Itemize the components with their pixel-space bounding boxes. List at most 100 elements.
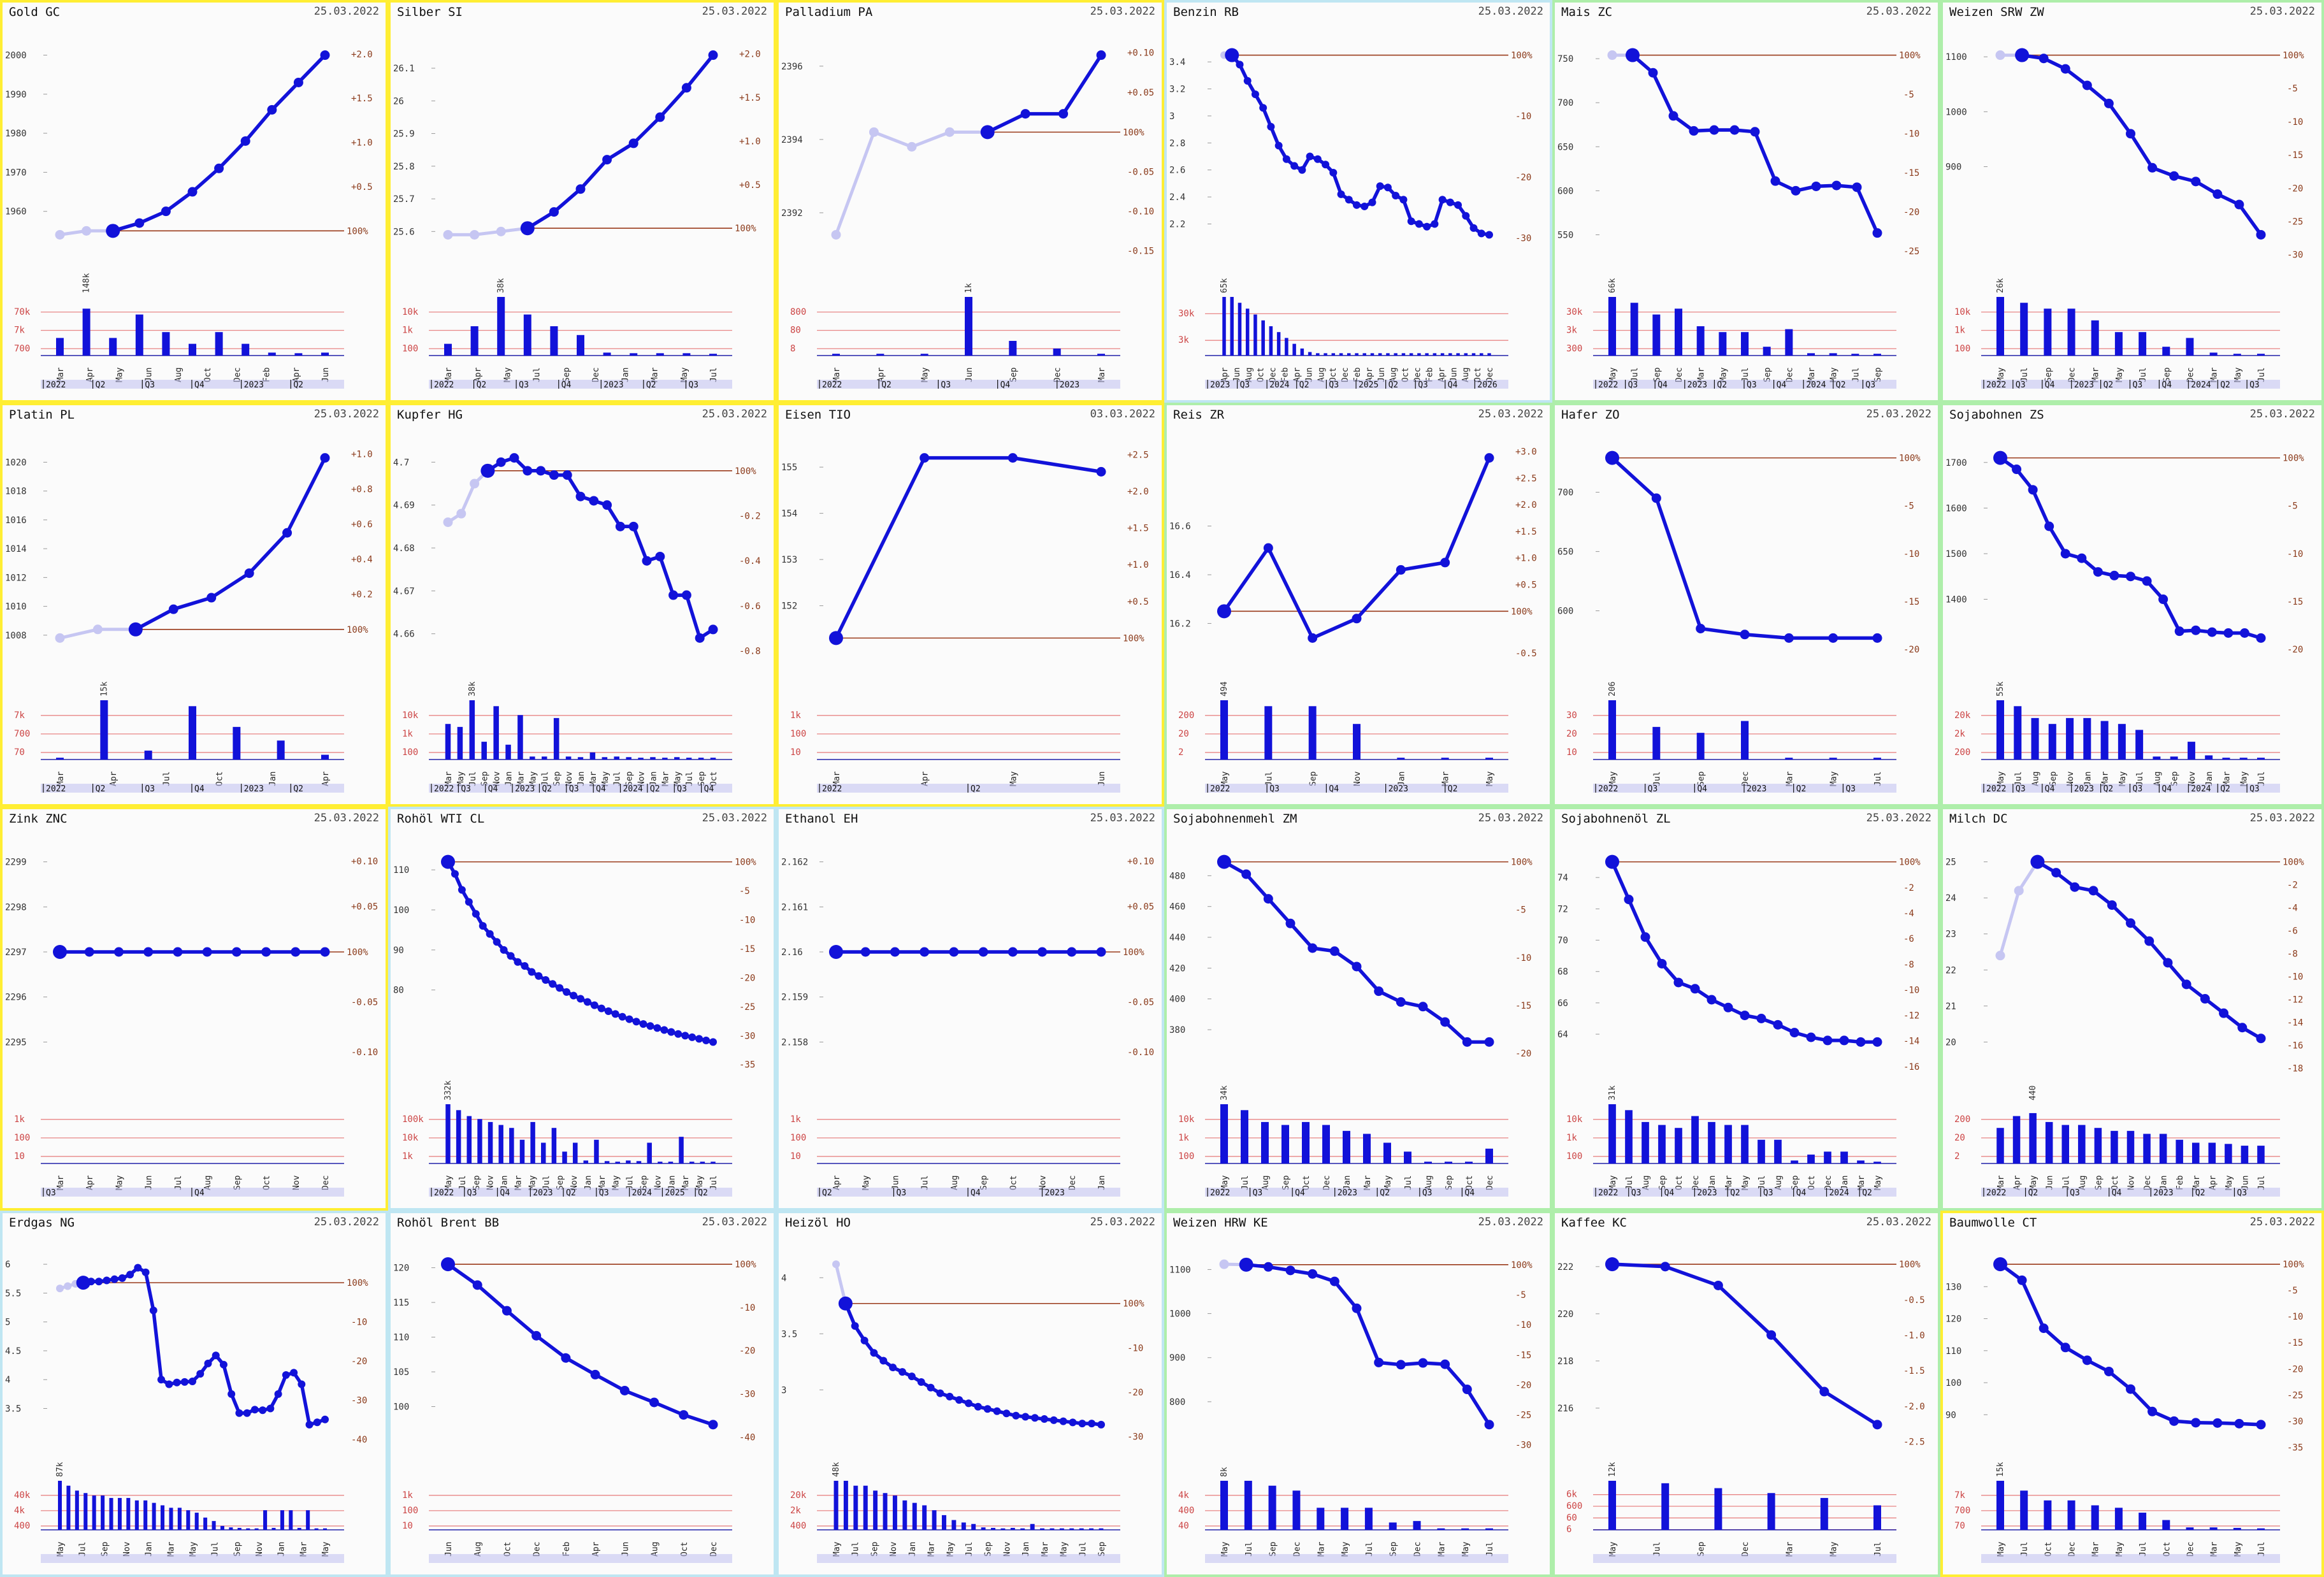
timeline-label: Q3 [2249, 784, 2260, 794]
timeline-label: Q3 [1253, 1188, 1263, 1198]
price-point [2126, 918, 2135, 928]
month-tick-label: May [456, 771, 466, 786]
price-point [2237, 1023, 2248, 1033]
price-point [1624, 895, 1634, 905]
pct-tick-label: -0.2 [739, 512, 761, 522]
month-tick-label: Jan [1397, 772, 1406, 786]
chart-title: Weizen SRW ZW [1949, 5, 2044, 19]
price-point [2109, 570, 2119, 580]
price-point [1440, 1017, 1450, 1027]
price-point [219, 1360, 227, 1369]
volume-bar [658, 1162, 663, 1163]
price-point [1285, 918, 1296, 928]
price-point [2051, 868, 2061, 878]
volume-bar [1404, 1151, 1411, 1163]
price-point [2070, 882, 2080, 892]
month-tick-label: Mar [56, 771, 66, 786]
price-point [920, 453, 930, 463]
chart-svg: 19601970198019902000100%+0.5+1.0+1.5+2.0… [5, 50, 373, 390]
month-tick-label: Apr [321, 771, 331, 786]
volume-bar [477, 1119, 482, 1163]
timeline-label: Q3 [1845, 784, 1856, 794]
y-tick-label: 1018 [5, 487, 27, 497]
price-point [1689, 126, 1699, 136]
timeline-label: 2023 [2153, 1188, 2173, 1198]
volume-bar [932, 1510, 937, 1530]
price-point [1345, 196, 1353, 204]
month-tick-label: Nov [255, 1541, 264, 1557]
y-tick-label: 154 [781, 509, 797, 519]
volume-bar [553, 717, 559, 760]
volume-tick-label: 1k [1566, 1133, 1577, 1143]
timeline-label: 2023 [1687, 380, 1707, 390]
price-point [2082, 80, 2092, 90]
volume-bar [991, 1527, 995, 1530]
chart-title: Erdgas NG [9, 1216, 75, 1230]
price-point [2147, 1406, 2158, 1416]
month-tick-label: Sep [1009, 367, 1018, 382]
y-tick-label: 218 [1557, 1357, 1573, 1367]
volume-bar [1363, 1134, 1371, 1163]
month-tick-label: Mar [1317, 1541, 1326, 1557]
chart-date: 25.03.2022 [1478, 5, 1543, 18]
volume-bar [922, 1505, 927, 1530]
volume-tick-label: 1k [14, 1114, 25, 1125]
chart-title: Kupfer HG [397, 408, 463, 422]
price-point [646, 1022, 654, 1030]
month-tick-label: Jul [965, 1542, 974, 1557]
month-tick-label: Apr [876, 367, 886, 382]
volume-bar [321, 352, 329, 356]
month-tick-label: Jun [965, 368, 974, 382]
y-tick-label: 216 [1557, 1404, 1573, 1414]
price-point [542, 976, 550, 984]
pct-tick-label: -25 [1515, 1411, 1531, 1421]
timeline-label: 2023 [1060, 380, 1079, 390]
month-tick-label: Dec [1322, 1176, 1332, 1190]
y-tick-label: 110 [393, 1333, 409, 1343]
month-tick-label: Jul [2257, 772, 2267, 786]
month-tick-label: Dec [1741, 1542, 1750, 1557]
volume-bar [117, 1497, 122, 1530]
price-point [1383, 184, 1392, 192]
month-tick-label: Jul [1873, 772, 1883, 786]
price-point [1396, 1360, 1406, 1370]
volume-peak-label: 38k [496, 278, 506, 293]
pct-tick-label: -12 [1903, 1011, 1919, 1021]
volume-bar [647, 1142, 652, 1163]
y-tick-label: 130 [1945, 1282, 1961, 1292]
pct-tick-label: -5 [2287, 1286, 2298, 1296]
month-tick-label: Aug [2153, 772, 2162, 786]
month-tick-label: Jun [1449, 368, 1459, 382]
month-tick-label: Jun [2046, 1176, 2055, 1190]
price-point [920, 947, 930, 957]
month-tick-label: May [1608, 1541, 1618, 1557]
volume-tick-label: 1k [1954, 326, 1965, 336]
volume-bar [1059, 1528, 1064, 1530]
price-point [879, 1357, 888, 1365]
month-tick-label: Aug [651, 1542, 660, 1557]
timeline-strip [41, 1554, 344, 1563]
price-point [1440, 558, 1450, 568]
volume-bar [57, 1481, 62, 1530]
timeline-label: Q2 [646, 380, 656, 390]
price-point [1648, 68, 1658, 78]
month-tick-label: May [673, 771, 682, 786]
volume-bar [56, 758, 64, 760]
volume-bar [1708, 1121, 1715, 1163]
month-tick-label: Mar [1724, 1175, 1734, 1190]
volume-tick-label: 1k [1178, 1133, 1189, 1143]
pct-tick-label: +0.2 [351, 590, 373, 600]
price-point [1282, 155, 1290, 163]
volume-bar [572, 1142, 578, 1163]
price-point [128, 622, 143, 637]
month-tick-label: Oct [1257, 368, 1266, 382]
price-point [660, 1026, 668, 1034]
price-point [611, 1010, 619, 1018]
month-tick-label: Jan [145, 1542, 154, 1557]
pct-tick-label: -15 [2287, 150, 2303, 161]
history-point [456, 508, 466, 519]
month-tick-label: Jul [542, 1176, 551, 1190]
month-tick-label: Jul [2257, 1542, 2267, 1557]
